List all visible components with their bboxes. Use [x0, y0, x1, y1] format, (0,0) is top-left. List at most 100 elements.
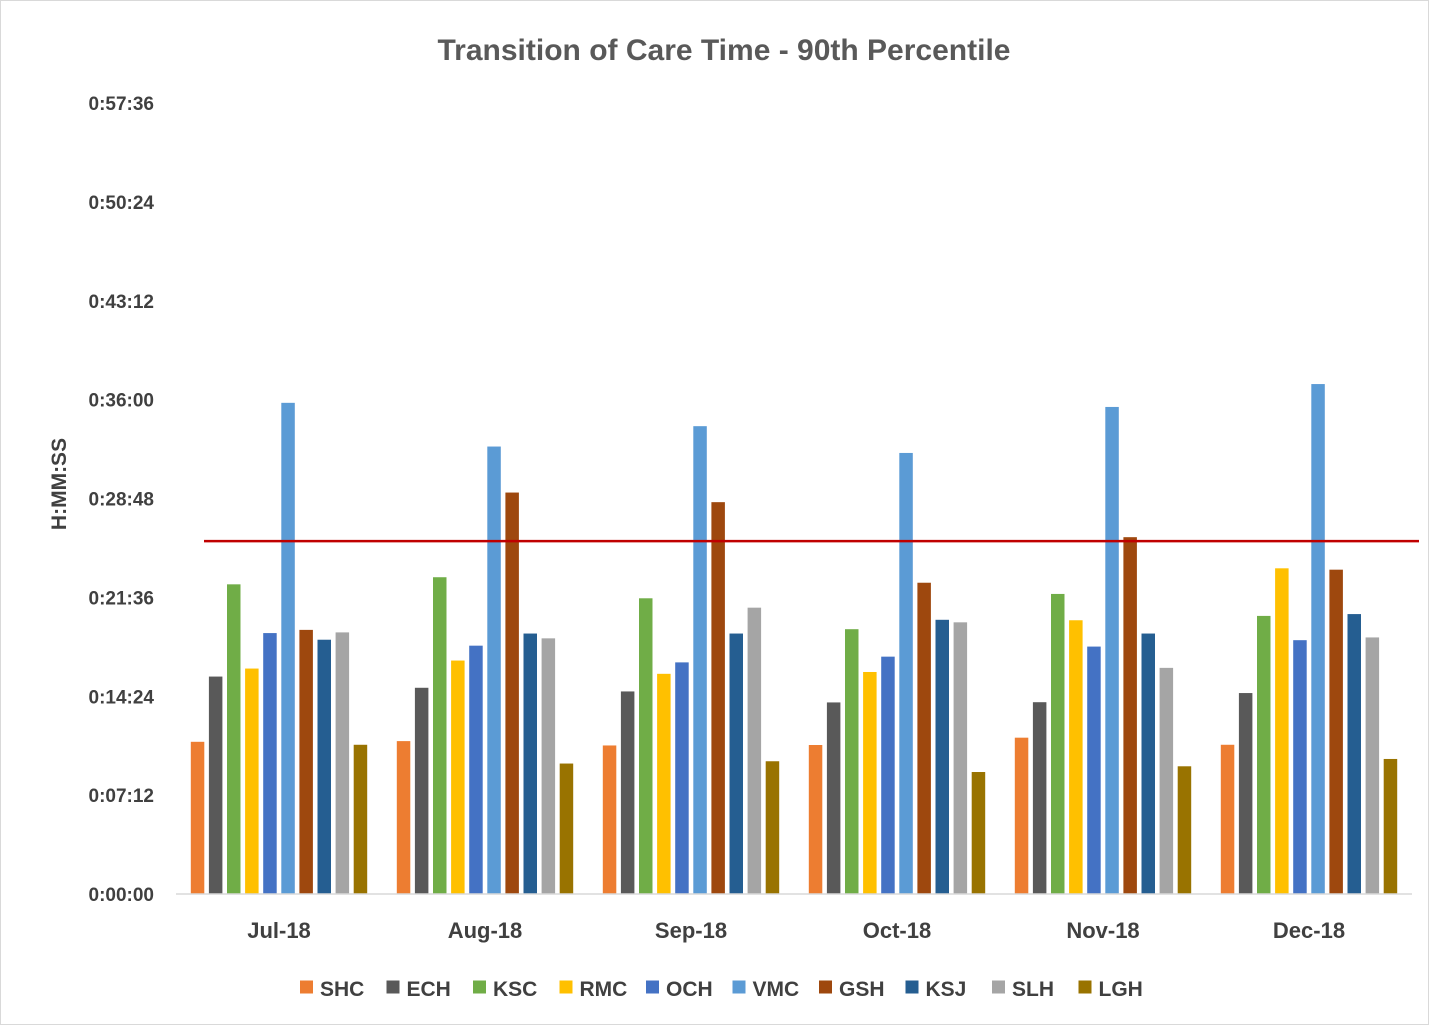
bar-rmc-aug-18	[451, 660, 465, 894]
bar-shc-oct-18	[808, 745, 823, 894]
bar-slh-nov-18	[1159, 667, 1174, 894]
bar-shc-sep-18	[602, 745, 617, 894]
bar-lgh-aug-18	[559, 763, 574, 894]
legend-swatch-gsh	[819, 980, 832, 994]
bar-ksj-oct-18	[935, 619, 949, 894]
bar-gsh-sep-18	[711, 502, 725, 894]
bar-lgh-dec-18	[1383, 758, 1398, 894]
legend-label-och: OCH	[666, 978, 713, 1001]
bar-ksc-oct-18	[845, 629, 859, 894]
bar-och-oct-18	[881, 656, 895, 894]
bar-ksc-nov-18	[1051, 593, 1065, 894]
bar-ech-aug-18	[414, 687, 429, 894]
y-tick-label: 0:07:12	[89, 786, 155, 807]
bar-ksc-aug-18	[433, 577, 447, 894]
bar-gsh-oct-18	[917, 582, 931, 894]
bar-och-jul-18	[263, 633, 277, 894]
bar-ksj-aug-18	[523, 633, 537, 894]
bar-shc-aug-18	[396, 741, 411, 894]
bar-lgh-jul-18	[353, 744, 368, 894]
legend-swatch-ksc	[473, 980, 486, 994]
bar-ksc-dec-18	[1257, 615, 1271, 894]
legend-label-ksc: KSC	[493, 978, 537, 1001]
legend-label-lgh: LGH	[1099, 978, 1143, 1001]
legend-swatch-shc	[300, 980, 313, 994]
bar-ksj-jul-18	[317, 639, 331, 894]
bar-rmc-nov-18	[1069, 620, 1083, 894]
legend-swatch-lgh	[1078, 980, 1092, 994]
chart-title: Transition of Care Time - 90th Percentil…	[438, 34, 1011, 67]
bar-lgh-nov-18	[1177, 766, 1192, 894]
bar-ksj-sep-18	[729, 633, 743, 894]
y-tick-label: 0:50:24	[89, 193, 155, 214]
x-tick-label: Sep-18	[655, 918, 727, 943]
bar-ech-oct-18	[826, 702, 841, 894]
bar-vmc-oct-18	[899, 452, 913, 894]
legend-label-ksj: KSJ	[926, 978, 967, 1001]
legend-label-shc: SHC	[320, 978, 364, 1001]
bar-slh-sep-18	[747, 607, 762, 894]
bar-vmc-nov-18	[1105, 406, 1119, 894]
legend-label-rmc: RMC	[580, 978, 628, 1001]
legend-swatch-ech	[386, 980, 400, 994]
bar-slh-oct-18	[953, 622, 968, 894]
y-axis-ticks: 0:00:00 0:07:12 0:14:24 0:21:36 0:28:48 0:36:…	[89, 94, 155, 906]
bar-ksc-jul-18	[227, 584, 241, 894]
legend: SHC ECH KSC RMC OCH VMC GSH KSJ SLH LGH	[300, 978, 1143, 1001]
x-axis-ticks: Jul-18 Aug-18 Sep-18 Oct-18 Nov-18 Dec-18	[247, 918, 1345, 943]
bar-gsh-dec-18	[1329, 569, 1343, 894]
bar-rmc-dec-18	[1275, 568, 1289, 894]
y-tick-label: 0:36:00	[89, 391, 155, 412]
legend-label-gsh: GSH	[839, 978, 885, 1001]
legend-label-slh: SLH	[1012, 978, 1054, 1001]
x-tick-label: Nov-18	[1066, 918, 1139, 943]
x-tick-label: Oct-18	[863, 918, 931, 943]
legend-swatch-ksj	[905, 980, 919, 994]
bar-shc-dec-18	[1220, 744, 1235, 894]
bar-shc-nov-18	[1014, 737, 1029, 894]
bar-ksj-nov-18	[1141, 633, 1155, 894]
bar-ech-jul-18	[208, 676, 223, 894]
bar-vmc-jul-18	[281, 402, 295, 894]
y-tick-label: 0:00:00	[89, 885, 155, 906]
bar-vmc-sep-18	[693, 426, 707, 894]
bar-gsh-jul-18	[299, 629, 313, 894]
bar-och-sep-18	[675, 662, 689, 894]
bar-slh-jul-18	[335, 632, 350, 894]
y-axis-label: H:MM:SS	[48, 438, 71, 530]
legend-swatch-och	[646, 980, 659, 994]
bar-shc-jul-18	[190, 741, 205, 894]
bar-slh-dec-18	[1365, 637, 1380, 894]
bars-group	[190, 384, 1398, 894]
bar-ksj-dec-18	[1347, 614, 1361, 894]
bar-ksc-sep-18	[639, 598, 653, 894]
legend-label-vmc: VMC	[753, 978, 800, 1001]
bar-rmc-sep-18	[657, 673, 671, 894]
bar-slh-aug-18	[541, 638, 556, 894]
bar-ech-dec-18	[1238, 693, 1253, 894]
bar-lgh-sep-18	[765, 761, 780, 894]
y-tick-label: 0:43:12	[89, 292, 155, 313]
bar-och-aug-18	[469, 645, 483, 894]
bar-ech-sep-18	[620, 691, 635, 894]
bar-lgh-oct-18	[971, 772, 986, 894]
y-tick-label: 0:57:36	[89, 94, 155, 115]
legend-label-ech: ECH	[407, 978, 451, 1001]
bar-rmc-oct-18	[863, 671, 877, 894]
y-tick-label: 0:28:48	[89, 490, 155, 511]
bar-och-nov-18	[1087, 646, 1101, 894]
x-tick-label: Dec-18	[1273, 918, 1345, 943]
legend-swatch-rmc	[559, 980, 573, 994]
legend-swatch-vmc	[732, 980, 746, 994]
bar-vmc-aug-18	[487, 446, 501, 894]
y-tick-label: 0:21:36	[89, 588, 155, 609]
legend-swatch-slh	[992, 980, 1005, 994]
bar-rmc-jul-18	[245, 668, 259, 894]
bar-ech-nov-18	[1032, 702, 1047, 894]
x-tick-label: Jul-18	[247, 918, 311, 943]
y-tick-label: 0:14:24	[89, 687, 155, 708]
bar-och-dec-18	[1293, 640, 1307, 894]
x-tick-label: Aug-18	[448, 918, 523, 943]
bar-gsh-nov-18	[1123, 537, 1137, 894]
